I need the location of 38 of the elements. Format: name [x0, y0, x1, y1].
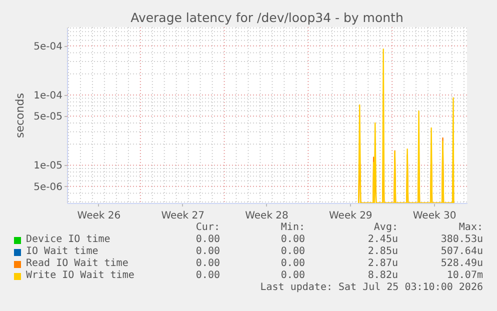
- y-axis-title: seconds: [14, 92, 27, 138]
- text: 0.00: [280, 234, 305, 246]
- legend-label: Read IO Wait time: [26, 258, 128, 270]
- line-series: [358, 48, 454, 203]
- text: Last update: Sat Jul 25 03:10:00 2026: [260, 282, 483, 294]
- x-tick-label: Week 29: [328, 210, 372, 222]
- text: 2.87u: [368, 258, 398, 270]
- text: 2.85u: [368, 246, 398, 258]
- y-tick-label: 1e-05: [34, 160, 62, 172]
- text: Max:: [458, 222, 483, 234]
- text: 8.82u: [368, 270, 398, 282]
- x-tick-label: Week 28: [245, 210, 288, 222]
- legend-label: Device IO time: [26, 234, 110, 246]
- x-tick-label: Week 27: [161, 210, 205, 222]
- text: 528.49u: [440, 258, 483, 270]
- text: 0.00: [196, 258, 220, 270]
- text: 2.45u: [368, 234, 398, 246]
- text: 507.64u: [440, 246, 483, 258]
- text: 0.00: [280, 246, 305, 258]
- x-tick-label: Week 30: [412, 210, 456, 222]
- text: 0.00: [280, 258, 305, 270]
- text: 0.00: [196, 234, 220, 246]
- y-tick-label: 5e-05: [34, 112, 62, 123]
- x-tick-label: Week 26: [77, 210, 121, 222]
- text: 380.53u: [440, 234, 483, 246]
- text: Avg:: [374, 222, 398, 234]
- text: Cur:: [196, 222, 220, 234]
- text: 0.00: [280, 270, 305, 282]
- chart-title: Average latency for /dev/loop34 - by month: [130, 10, 404, 25]
- y-tick-label: 1e-04: [34, 90, 62, 102]
- legend-label: IO Wait time: [26, 246, 98, 258]
- text: 0.00: [196, 246, 220, 258]
- y-tick-label: 5e-04: [34, 41, 62, 52]
- y-tick-label: 5e-06: [34, 182, 62, 193]
- legend-label: Write IO Wait time: [26, 270, 134, 282]
- text: Min:: [280, 222, 305, 234]
- text: 10.07m: [446, 270, 483, 282]
- text: 0.00: [196, 270, 220, 282]
